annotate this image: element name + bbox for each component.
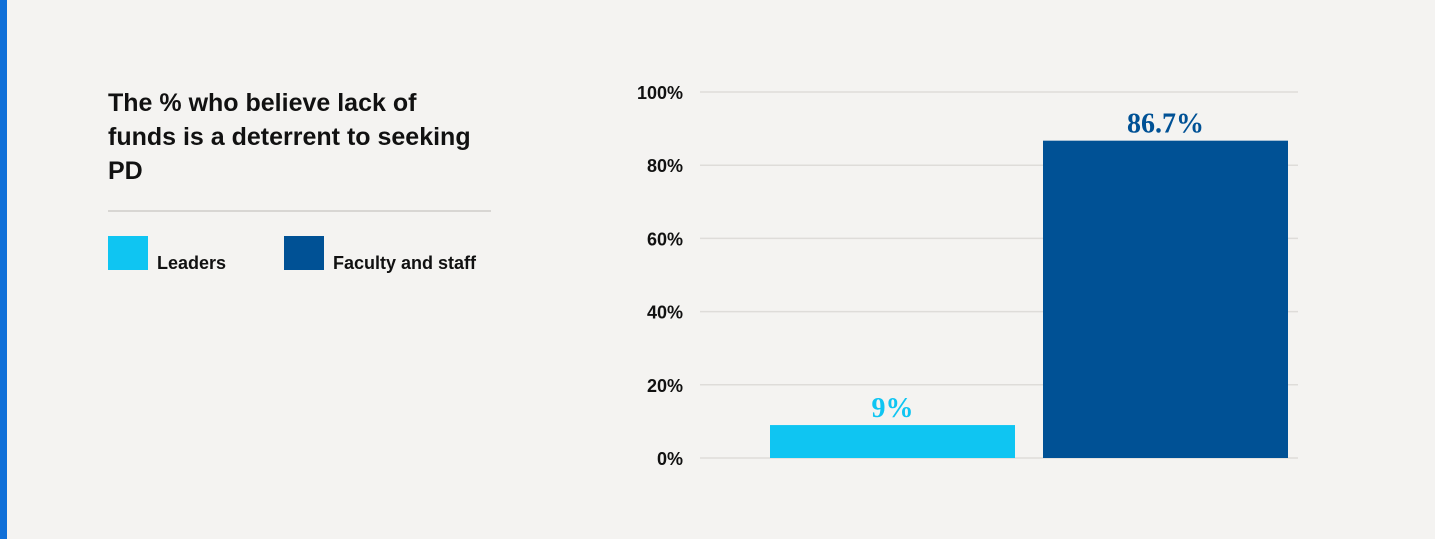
bar bbox=[1043, 140, 1288, 459]
chart-title: The % who believe lack of funds is a det… bbox=[108, 89, 471, 185]
legend-swatch-leaders bbox=[108, 236, 148, 270]
data-label: 9% bbox=[872, 393, 914, 424]
y-tick-label: 40% bbox=[647, 303, 683, 323]
accent-bar bbox=[0, 0, 7, 539]
legend-label-faculty: Faculty and staff bbox=[333, 253, 477, 273]
legend-label-leaders: Leaders bbox=[157, 253, 227, 273]
bar bbox=[770, 425, 1015, 458]
y-tick-label: 60% bbox=[647, 229, 683, 249]
y-tick-label: 20% bbox=[647, 376, 683, 396]
title-divider bbox=[108, 210, 491, 212]
data-label: 86.7% bbox=[1127, 109, 1204, 140]
y-tick-label: 0% bbox=[657, 449, 683, 469]
y-tick-label: 80% bbox=[647, 156, 683, 176]
legend-swatch-faculty bbox=[284, 236, 324, 270]
y-tick-label: 100% bbox=[637, 83, 683, 103]
